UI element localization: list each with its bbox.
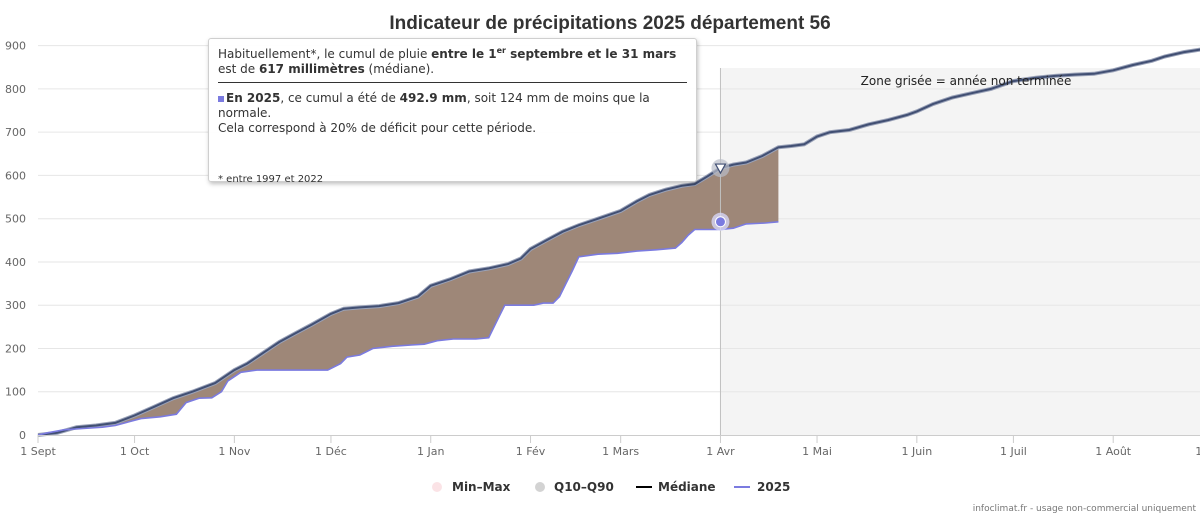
legend-item-min-max[interactable]: Min–Max bbox=[432, 480, 511, 494]
y-tick-label: 500 bbox=[5, 213, 26, 226]
credit-text: infoclimat.fr - usage non-commercial uni… bbox=[973, 504, 1197, 514]
x-tick-label: 1 Déc bbox=[315, 445, 347, 458]
x-tick-label: 1 Sept bbox=[20, 445, 56, 458]
tooltip-footnote: * entre 1997 et 2022 bbox=[218, 174, 324, 185]
legend-q10-q90-label: Q10–Q90 bbox=[554, 480, 614, 494]
x-tick-label: 1 Avr bbox=[706, 445, 735, 458]
tooltip-date-end: septembre et le 31 mars bbox=[505, 47, 677, 61]
y-tick-label: 400 bbox=[5, 256, 26, 269]
chart-tooltip: Habituellement*, le cumul de pluie entre… bbox=[208, 38, 697, 185]
legend-min-max-symbol bbox=[432, 482, 442, 492]
tooltip-2025-value: 492.9 mm bbox=[399, 91, 467, 105]
legend-item-q10-q90[interactable]: Q10–Q90 bbox=[535, 480, 614, 494]
hover-markers bbox=[711, 159, 730, 231]
tooltip-line-3: En 2025, ce cumul a été de 492.9 mm, soi… bbox=[218, 91, 687, 121]
grey-zone-label: Zone grisée = année non terminée bbox=[861, 74, 1072, 88]
series-2025-marker-icon bbox=[218, 95, 224, 102]
tooltip-sup: er bbox=[496, 46, 506, 55]
legend-item-mediane[interactable]: Médiane bbox=[636, 480, 716, 494]
legend-item-2025[interactable]: 2025 bbox=[734, 480, 790, 494]
legend-2025-label: 2025 bbox=[757, 480, 790, 494]
grey-zone-unfinished-year bbox=[720, 68, 1200, 435]
y-tick-label: 300 bbox=[5, 299, 26, 312]
tooltip-separator bbox=[218, 82, 687, 83]
tooltip-text: (médiane). bbox=[364, 62, 435, 76]
legend: Min–Max Q10–Q90 Médiane 2025 bbox=[432, 480, 790, 494]
tooltip-text: est de bbox=[218, 62, 259, 76]
median-marker-triangle-icon bbox=[714, 163, 727, 175]
x-tick-label: 1 Fév bbox=[516, 445, 546, 458]
legend-q10-q90-symbol bbox=[535, 482, 545, 492]
y-tick-label: 200 bbox=[5, 342, 26, 355]
tooltip-text: , ce cumul a été de bbox=[280, 91, 400, 105]
tooltip-line-2: est de 617 millimètres (médiane). bbox=[218, 62, 687, 77]
tooltip-text: Habituellement*, le cumul de pluie bbox=[218, 47, 432, 61]
y-tick-label: 600 bbox=[5, 169, 26, 182]
y-tick-label: 900 bbox=[5, 40, 26, 53]
series-2025-marker bbox=[714, 216, 726, 228]
x-tick-label: 1 Mai bbox=[802, 445, 832, 458]
legend-min-max-label: Min–Max bbox=[452, 480, 511, 494]
x-tick-label: 1 Oct bbox=[120, 445, 150, 458]
x-tick-label: 1 Nov bbox=[218, 445, 250, 458]
x-tick-label: 1 Juil bbox=[1000, 445, 1027, 458]
x-tick-label: 1 Août bbox=[1095, 445, 1132, 458]
chart-title: Indicateur de précipitations 2025 départ… bbox=[389, 13, 830, 34]
x-tick-label: 1 Juin bbox=[901, 445, 932, 458]
y-tick-label: 0 bbox=[19, 429, 26, 442]
x-tick-label: 1 Mars bbox=[602, 445, 639, 458]
y-tick-label: 100 bbox=[5, 386, 26, 399]
y-tick-label: 800 bbox=[5, 83, 26, 96]
x-tick-label: 1 Jan bbox=[417, 445, 444, 458]
tooltip-line-4: Cela correspond à 20% de déficit pour ce… bbox=[218, 121, 537, 135]
x-axis: 1 Sept 1 Oct 1 Nov 1 Déc 1 Jan 1 Fév 1 Mars 1 A… bbox=[20, 435, 1200, 458]
tooltip-year: En 2025 bbox=[226, 91, 281, 105]
tooltip-median-value: 617 millimètres bbox=[258, 62, 365, 76]
y-tick-label: 700 bbox=[5, 126, 26, 139]
series-2025-line[interactable] bbox=[37, 221, 779, 436]
legend-mediane-label: Médiane bbox=[658, 480, 716, 494]
tooltip-date-start: entre le 1 bbox=[431, 47, 497, 61]
median-line[interactable] bbox=[37, 47, 1200, 436]
x-tick-label: 1 Sept bbox=[1195, 445, 1200, 458]
tooltip-text: , soit 124 mm de moins que la normale. bbox=[218, 91, 650, 120]
tooltip-line-1: Habituellement*, le cumul de pluie entre… bbox=[218, 47, 687, 62]
y-axis: 0 100 200 300 400 500 600 700 800 900 bbox=[5, 40, 26, 442]
